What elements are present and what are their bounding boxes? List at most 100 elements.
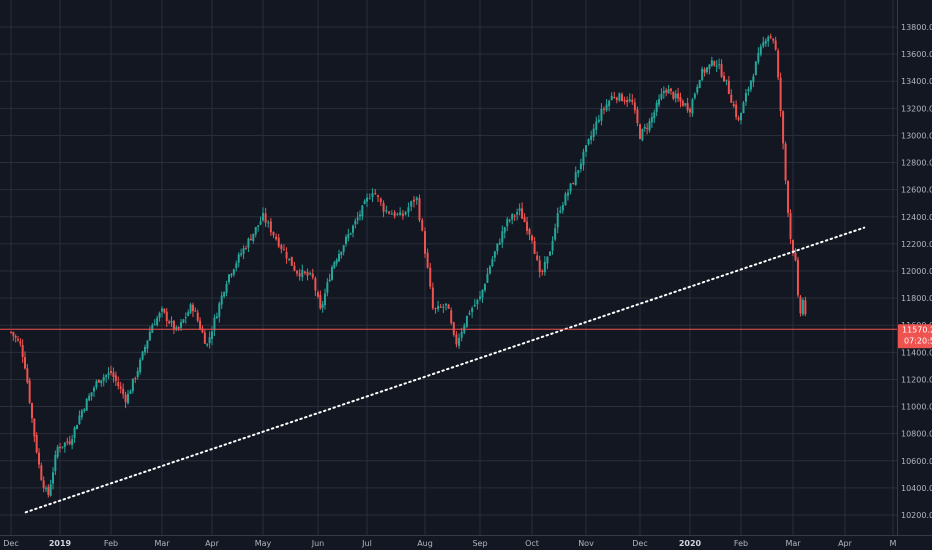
candle[interactable] bbox=[658, 94, 661, 108]
candle[interactable] bbox=[703, 67, 706, 77]
candle[interactable] bbox=[177, 326, 180, 331]
candle[interactable] bbox=[17, 336, 19, 342]
candle[interactable] bbox=[541, 269, 544, 276]
candle[interactable] bbox=[59, 442, 61, 453]
candle[interactable] bbox=[33, 418, 36, 443]
candle[interactable] bbox=[232, 268, 235, 277]
candle[interactable] bbox=[648, 118, 651, 133]
candle[interactable] bbox=[161, 306, 163, 318]
candle[interactable] bbox=[28, 377, 31, 405]
candle[interactable] bbox=[12, 331, 15, 342]
candle[interactable] bbox=[141, 350, 144, 361]
candle[interactable] bbox=[787, 180, 790, 217]
candle[interactable] bbox=[528, 227, 531, 241]
candle[interactable] bbox=[218, 301, 221, 323]
candle[interactable] bbox=[582, 148, 585, 171]
candle[interactable] bbox=[326, 278, 329, 297]
candle[interactable] bbox=[40, 462, 43, 481]
candle[interactable] bbox=[681, 99, 684, 107]
candle[interactable] bbox=[424, 227, 426, 258]
candle[interactable] bbox=[206, 343, 209, 348]
candle[interactable] bbox=[122, 383, 125, 399]
candle[interactable] bbox=[225, 280, 228, 297]
candle[interactable] bbox=[293, 261, 296, 272]
candle[interactable] bbox=[727, 76, 730, 95]
candle[interactable] bbox=[498, 238, 501, 245]
candle[interactable] bbox=[538, 255, 541, 278]
candle[interactable] bbox=[610, 92, 613, 101]
candle[interactable] bbox=[71, 434, 74, 450]
candle[interactable] bbox=[752, 73, 755, 88]
candle[interactable] bbox=[340, 251, 343, 259]
candle[interactable] bbox=[114, 371, 117, 386]
candle[interactable] bbox=[496, 243, 499, 255]
candle[interactable] bbox=[349, 232, 352, 236]
candle[interactable] bbox=[572, 182, 575, 185]
candle[interactable] bbox=[732, 101, 735, 108]
candle[interactable] bbox=[298, 268, 301, 281]
candle[interactable] bbox=[88, 393, 91, 402]
candle[interactable] bbox=[213, 314, 216, 337]
candle[interactable] bbox=[144, 344, 146, 356]
candle[interactable] bbox=[585, 144, 587, 158]
candle[interactable] bbox=[488, 264, 491, 275]
candle[interactable] bbox=[794, 248, 797, 262]
candle[interactable] bbox=[245, 245, 247, 250]
candle[interactable] bbox=[127, 389, 129, 405]
candle[interactable] bbox=[296, 270, 299, 277]
candle[interactable] bbox=[184, 312, 187, 324]
candle[interactable] bbox=[319, 290, 322, 310]
candle[interactable] bbox=[691, 97, 694, 117]
candle[interactable] bbox=[228, 273, 230, 285]
candle[interactable] bbox=[242, 245, 245, 260]
candle[interactable] bbox=[14, 334, 17, 343]
candle[interactable] bbox=[713, 60, 716, 67]
candle[interactable] bbox=[764, 38, 767, 47]
candle[interactable] bbox=[52, 467, 54, 490]
candle[interactable] bbox=[710, 56, 713, 67]
candle[interactable] bbox=[789, 209, 792, 244]
candle[interactable] bbox=[662, 86, 665, 99]
candle[interactable] bbox=[600, 103, 603, 126]
candle[interactable] bbox=[187, 309, 190, 317]
candle[interactable] bbox=[393, 210, 396, 219]
candle[interactable] bbox=[61, 446, 64, 449]
candle[interactable] bbox=[338, 249, 340, 263]
candle[interactable] bbox=[85, 397, 88, 411]
candle[interactable] bbox=[421, 218, 424, 232]
candle[interactable] bbox=[170, 316, 173, 328]
candle[interactable] bbox=[345, 234, 347, 247]
price-axis[interactable]: 10200.000 10400.000 10600.000 10800.000 1100… bbox=[897, 0, 932, 535]
candle[interactable] bbox=[262, 207, 264, 222]
candle[interactable] bbox=[646, 123, 649, 135]
candle[interactable] bbox=[285, 247, 288, 264]
candle[interactable] bbox=[230, 272, 233, 278]
candle[interactable] bbox=[175, 325, 178, 332]
candle[interactable] bbox=[483, 283, 486, 293]
candle[interactable] bbox=[468, 310, 471, 316]
candle[interactable] bbox=[684, 102, 687, 107]
candle[interactable] bbox=[385, 205, 388, 214]
candle[interactable] bbox=[626, 96, 629, 107]
candle[interactable] bbox=[549, 250, 551, 256]
candle[interactable] bbox=[536, 251, 539, 262]
candle[interactable] bbox=[665, 87, 668, 97]
candle[interactable] bbox=[511, 213, 514, 225]
candle[interactable] bbox=[554, 223, 557, 242]
candle[interactable] bbox=[301, 264, 304, 282]
candle[interactable] bbox=[54, 450, 57, 476]
candle[interactable] bbox=[10, 331, 12, 334]
candle[interactable] bbox=[223, 291, 226, 299]
candle[interactable] bbox=[254, 226, 257, 238]
candle[interactable] bbox=[508, 218, 511, 223]
candle[interactable] bbox=[97, 379, 100, 383]
candle[interactable] bbox=[412, 195, 415, 208]
candle[interactable] bbox=[730, 89, 733, 103]
candle[interactable] bbox=[708, 64, 711, 75]
candle[interactable] bbox=[605, 99, 608, 112]
candle[interactable] bbox=[237, 252, 240, 268]
candle[interactable] bbox=[674, 89, 677, 103]
candle[interactable] bbox=[796, 256, 799, 298]
candle[interactable] bbox=[196, 309, 199, 323]
